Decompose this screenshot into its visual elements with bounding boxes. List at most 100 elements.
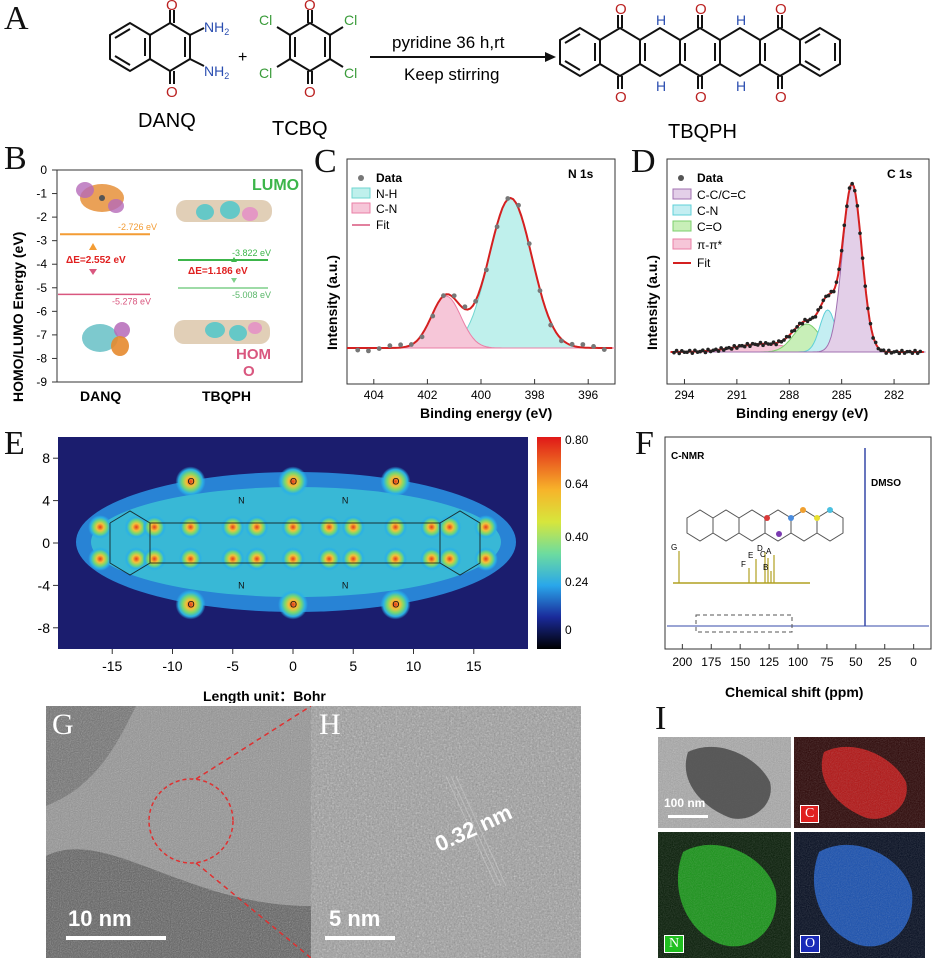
legend-co-icon <box>672 220 692 232</box>
d-data-point <box>834 280 839 284</box>
condition-line-1: pyridine 36 h,rt <box>392 33 505 52</box>
c-data-point <box>591 344 596 349</box>
tcbq-o-top: O <box>304 0 316 14</box>
e-xlabel: Length unit：Bohr <box>203 688 326 703</box>
e-ytick-label: 4 <box>42 493 50 509</box>
d-data-point <box>900 348 904 353</box>
elf-atom-blob <box>244 515 269 540</box>
up-arrow-icon <box>89 243 97 250</box>
d-data-point <box>873 340 878 345</box>
c-data-point <box>505 196 511 201</box>
inset-peak-label: F <box>741 560 746 569</box>
d-data-point <box>774 342 778 347</box>
c-data-point <box>366 348 371 354</box>
d-data-point <box>832 289 836 294</box>
b-ytick-label: -1 <box>36 187 47 201</box>
elf-atom-blob <box>317 515 342 540</box>
homo-label-2: O <box>243 363 255 380</box>
elf-oxygen-label: O <box>290 477 297 487</box>
lumo-label: LUMO <box>252 177 299 194</box>
panel-label-c: C <box>314 143 337 180</box>
nh-peak <box>360 197 615 349</box>
panel-label-h: H <box>319 708 341 741</box>
d-data-point <box>915 351 920 356</box>
legend-data: Data <box>376 171 402 185</box>
f-xtick-label: 0 <box>910 655 917 669</box>
d-data-point <box>761 343 765 348</box>
d-data-point <box>805 319 810 324</box>
c-xtick-label: 402 <box>417 388 437 402</box>
d-data-point <box>839 248 844 253</box>
panel-c: C Intensity (a.u.) Binding energy (eV) N… <box>310 143 620 423</box>
f-title: C-NMR <box>671 451 705 462</box>
condition-line-2: Keep stirring <box>404 65 499 84</box>
panel-label-a: A <box>4 0 29 37</box>
d-data-point <box>771 340 776 344</box>
plus-sign: + <box>238 49 247 66</box>
d-data-point <box>732 343 737 348</box>
legend-data-icon <box>678 175 684 181</box>
panel-g-tem-image: G 10 nm <box>46 706 311 958</box>
elf-oxygen-label: O <box>392 599 399 609</box>
e-ytick-label: -8 <box>38 620 51 636</box>
d-data-point <box>737 343 742 348</box>
reactant1-name: DANQ <box>138 110 196 132</box>
tbqph-o-6: O <box>775 89 787 106</box>
energy-level-chart: HOMO/LUMO Energy (eV) 0 -1 -2 -3 -4 -5 -6 -7 -8 -… <box>10 163 303 404</box>
panel-label-f: F <box>635 425 654 462</box>
d-data-point <box>784 334 789 339</box>
d-xlabel: Binding energy (eV) <box>736 405 868 421</box>
d-data-point <box>905 349 909 354</box>
data-points <box>355 196 607 354</box>
d-data-point <box>685 350 689 355</box>
reactant2-name: TCBQ <box>272 118 328 140</box>
inset-peak-label: B <box>763 563 768 572</box>
nmr-structure <box>686 509 844 542</box>
homo-label-1: HOM <box>236 346 271 363</box>
tcbq-cl-3: Cl <box>259 65 272 81</box>
d-data-point <box>918 349 923 354</box>
xps-n1s-chart: Intensity (a.u.) Binding energy (eV) N 1… <box>324 158 616 421</box>
elf-oxygen-label: O <box>290 599 297 609</box>
b-ytick-label: -7 <box>36 328 47 342</box>
b-ytick-label: -6 <box>36 304 47 318</box>
d-data-point <box>719 346 723 350</box>
c-xlabel: Binding energy (eV) <box>420 405 552 421</box>
elf-atom-blob <box>341 515 366 540</box>
d-data-point <box>866 306 870 311</box>
d-data-point <box>850 181 854 186</box>
d-data-point <box>745 341 750 346</box>
elf-atom-blob <box>383 515 408 540</box>
elf-atom-blob <box>178 515 203 540</box>
danq-homo-value: -5.278 eV <box>112 296 151 306</box>
elf-atom-blob <box>88 515 113 540</box>
product-name: TBQPH <box>668 121 737 143</box>
e-ytick-label: 8 <box>42 450 50 466</box>
elf-atom-blob <box>281 546 305 571</box>
d-data-point <box>826 293 831 298</box>
legend-data-icon <box>358 175 364 181</box>
elf-atom-blob <box>473 515 498 540</box>
f-xlabel: Chemical shift (ppm) <box>725 684 863 700</box>
e-cbar-tick: 0.64 <box>565 477 589 491</box>
panel-label-g: G <box>52 708 74 741</box>
c-data-point <box>569 341 575 347</box>
tbqph-h-3: H <box>656 78 666 94</box>
d-data-point <box>672 350 676 355</box>
elf-atom-blob <box>473 546 498 571</box>
zoom-circle <box>148 778 234 864</box>
c-title: N 1s <box>568 167 594 181</box>
f-xtick-label: 125 <box>759 655 779 669</box>
g-scalebar <box>66 936 166 940</box>
d-data-point <box>682 350 687 355</box>
e-xtick-label: 15 <box>466 658 482 674</box>
d-data-point <box>706 347 710 352</box>
e-xtick-label: -10 <box>162 658 182 674</box>
d-ylabel: Intensity (a.u.) <box>644 255 660 350</box>
legend-cn: C-N <box>697 204 718 218</box>
panel-a: A <box>0 0 935 145</box>
danq-gap: ΔE=2.552 eV <box>66 255 126 266</box>
d-data-point <box>852 188 857 193</box>
particle <box>685 746 771 819</box>
